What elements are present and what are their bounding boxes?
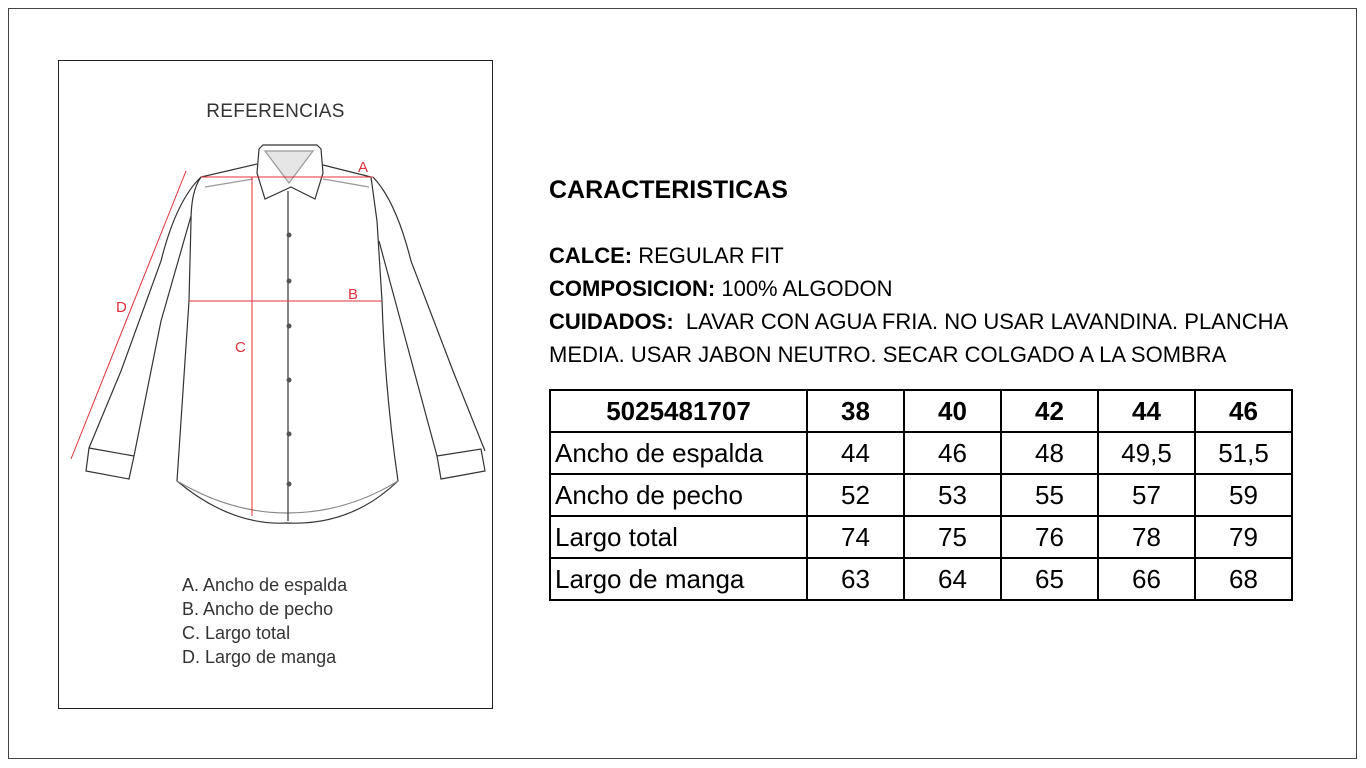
characteristics-title: CARACTERISTICAS — [549, 176, 788, 204]
table-cell: 75 — [903, 515, 1002, 559]
table-cell: 74 — [806, 515, 905, 559]
shirt-outline — [85, 144, 486, 524]
table-cell: 76 — [1000, 515, 1099, 559]
legend-item: B. Ancho de pecho — [182, 599, 334, 619]
table-cell: 52 — [806, 473, 905, 517]
reference-legend: A. Ancho de espalda B. Ancho de pecho C.… — [182, 573, 347, 669]
measure-line-d — [70, 170, 187, 460]
legend-item: D. Largo de manga — [182, 647, 337, 667]
table-row: Ancho de espalda 44 46 48 49,5 51,5 — [549, 431, 1293, 475]
table-cell: 59 — [1194, 473, 1293, 517]
table-cell: 55 — [1000, 473, 1099, 517]
marker-b: B — [348, 286, 358, 303]
table-cell: 65 — [1000, 557, 1099, 601]
row-label: Largo de manga — [549, 557, 808, 601]
characteristics-section: CARACTERISTICAS CALCE: REGULAR FIT COMPO… — [549, 176, 1349, 371]
table-cell: 64 — [903, 557, 1002, 601]
reference-title: REFERENCIAS — [206, 101, 345, 122]
legend-item: A. Ancho de espalda — [182, 575, 348, 595]
table-row: Largo de manga 63 64 65 66 68 — [549, 557, 1293, 601]
size-header: 46 — [1194, 389, 1293, 433]
fit-line: CALCE: REGULAR FIT — [549, 243, 784, 268]
table-header-row: 5025481707 38 40 42 44 46 — [549, 389, 1293, 433]
marker-c: C — [235, 339, 246, 356]
table-cell: 68 — [1194, 557, 1293, 601]
product-code: 5025481707 — [549, 389, 808, 433]
table-cell: 66 — [1097, 557, 1196, 601]
row-label: Largo total — [549, 515, 808, 559]
size-table: 5025481707 38 40 42 44 46 Ancho de espal… — [549, 389, 1293, 601]
table-cell: 46 — [903, 431, 1002, 475]
legend-item: C. Largo total — [182, 623, 291, 643]
reference-panel: REFERENCIAS A B C D — [58, 60, 493, 709]
measure-lines — [70, 170, 382, 516]
care-line: CUIDADOS: LAVAR CON AGUA FRIA. NO USAR L… — [549, 309, 1294, 367]
table-cell: 49,5 — [1097, 431, 1196, 475]
marker-d: D — [116, 299, 127, 316]
table-cell: 57 — [1097, 473, 1196, 517]
table-cell: 63 — [806, 557, 905, 601]
table-cell: 79 — [1194, 515, 1293, 559]
size-header: 38 — [806, 389, 905, 433]
row-label: Ancho de pecho — [549, 473, 808, 517]
table-cell: 53 — [903, 473, 1002, 517]
shirt-buttons — [286, 232, 292, 487]
shirt-diagram: A B C D — [70, 144, 486, 524]
table-cell: 44 — [806, 431, 905, 475]
table-cell: 48 — [1000, 431, 1099, 475]
size-header: 42 — [1000, 389, 1099, 433]
page-frame — [8, 8, 1357, 759]
table-cell: 51,5 — [1194, 431, 1293, 475]
row-label: Ancho de espalda — [549, 431, 808, 475]
composition-line: COMPOSICION: 100% ALGODON — [549, 276, 893, 301]
size-header: 40 — [903, 389, 1002, 433]
table-row: Ancho de pecho 52 53 55 57 59 — [549, 473, 1293, 517]
table-cell: 78 — [1097, 515, 1196, 559]
size-header: 44 — [1097, 389, 1196, 433]
table-row: Largo total 74 75 76 78 79 — [549, 515, 1293, 559]
marker-a: A — [358, 159, 368, 176]
